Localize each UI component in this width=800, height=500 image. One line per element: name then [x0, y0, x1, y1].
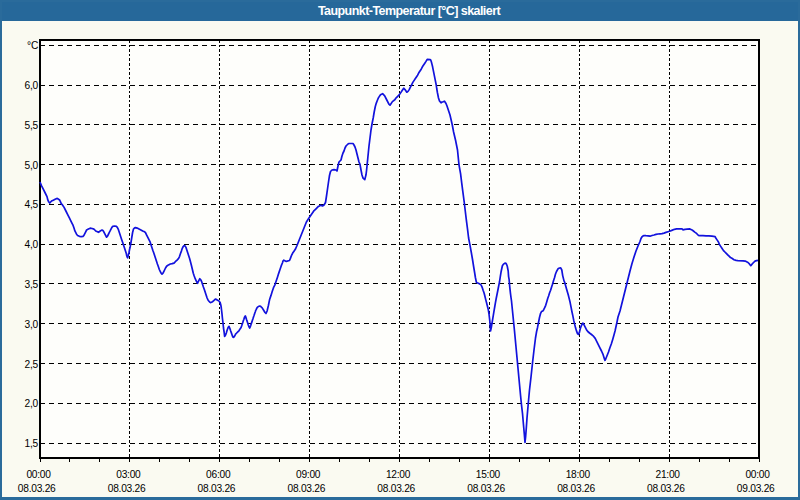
svg-text:08.03.26: 08.03.26 — [18, 483, 56, 494]
svg-text:18:00: 18:00 — [566, 469, 591, 480]
svg-text:6,0: 6,0 — [25, 80, 39, 91]
svg-text:°C: °C — [27, 40, 38, 51]
svg-text:00:00: 00:00 — [26, 469, 51, 480]
svg-text:08.03.26: 08.03.26 — [647, 483, 685, 494]
svg-text:3,5: 3,5 — [25, 279, 39, 290]
svg-text:09.03.26: 09.03.26 — [737, 483, 775, 494]
svg-text:2,5: 2,5 — [25, 359, 39, 370]
svg-text:08.03.26: 08.03.26 — [198, 483, 236, 494]
svg-text:08.03.26: 08.03.26 — [557, 483, 595, 494]
svg-text:3,0: 3,0 — [25, 319, 39, 330]
svg-text:08.03.26: 08.03.26 — [108, 483, 146, 494]
svg-text:09:00: 09:00 — [296, 469, 321, 480]
svg-text:08.03.26: 08.03.26 — [467, 483, 505, 494]
svg-text:4,0: 4,0 — [25, 239, 39, 250]
svg-text:08.03.26: 08.03.26 — [377, 483, 415, 494]
svg-text:21:00: 21:00 — [655, 469, 680, 480]
svg-text:4,5: 4,5 — [25, 199, 39, 210]
svg-text:2,0: 2,0 — [25, 398, 39, 409]
svg-text:12:00: 12:00 — [386, 469, 411, 480]
svg-text:5,0: 5,0 — [25, 160, 39, 171]
svg-text:1,5: 1,5 — [25, 438, 39, 449]
svg-text:5,5: 5,5 — [25, 120, 39, 131]
svg-text:00:00: 00:00 — [745, 469, 770, 480]
svg-text:08.03.26: 08.03.26 — [287, 483, 325, 494]
svg-text:03:00: 03:00 — [116, 469, 141, 480]
svg-text:15:00: 15:00 — [476, 469, 501, 480]
svg-text:06:00: 06:00 — [206, 469, 231, 480]
